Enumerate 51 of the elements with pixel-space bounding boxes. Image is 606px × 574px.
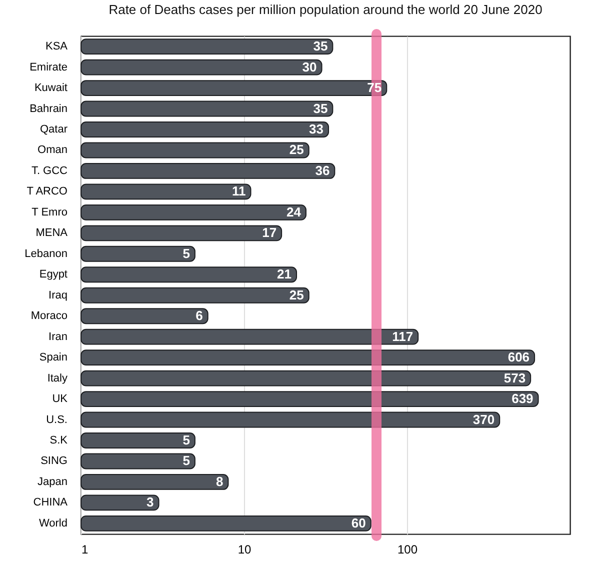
- data-label: 5: [182, 432, 190, 448]
- y-tick-label: KSA: [45, 40, 68, 53]
- data-label: 117: [392, 328, 414, 344]
- x-tick-label: 10: [238, 542, 252, 556]
- data-label: 5: [182, 246, 190, 261]
- y-tick-label: Bahrain: [30, 102, 68, 115]
- data-label: 35: [313, 100, 328, 116]
- y-tick-label: Kuwait: [34, 82, 68, 94]
- y-tick-label: Emirate: [30, 61, 68, 74]
- data-label: 33: [309, 122, 324, 137]
- chart-title: Rate of Deaths cases per million population around the world 20 June 2020: [108, 2, 542, 17]
- y-tick-label: T. GCC: [31, 164, 68, 177]
- x-tick-label: 1: [82, 542, 88, 556]
- y-tick-label: Iran: [48, 330, 68, 343]
- data-label: 25: [289, 287, 304, 302]
- data-label: 24: [286, 204, 302, 220]
- y-tick-label: UK: [52, 393, 68, 406]
- x-tick-label: 100: [397, 542, 418, 556]
- y-tick-label: U.S.: [46, 414, 68, 426]
- y-tick-label: Oman: [38, 144, 68, 156]
- y-tick-label: Lebanon: [24, 248, 68, 260]
- y-tick-label: S.K: [50, 434, 68, 446]
- data-label: 6: [196, 308, 203, 324]
- y-tick-label: T ARCO: [26, 186, 68, 198]
- y-tick-label: CHINA: [33, 496, 68, 509]
- data-label: 5: [182, 453, 190, 468]
- data-label: 30: [302, 59, 317, 74]
- data-label: 370: [472, 412, 495, 427]
- data-label: 11: [232, 184, 246, 199]
- data-label: 17: [262, 225, 277, 240]
- data-label: 8: [216, 474, 224, 489]
- data-label: 573: [504, 370, 526, 386]
- data-label: 35: [313, 38, 328, 54]
- y-tick-label: SING: [40, 455, 68, 468]
- y-tick-label: Spain: [39, 352, 68, 364]
- data-label: 606: [508, 350, 530, 365]
- y-tick-label: T Emro: [32, 206, 68, 218]
- y-tick-label: Qatar: [40, 124, 68, 136]
- data-label: 36: [315, 162, 330, 178]
- y-tick-label: Italy: [47, 372, 68, 384]
- data-label: 60: [351, 515, 366, 530]
- y-tick-label: Egypt: [39, 268, 68, 281]
- y-tick-label: MENA: [36, 227, 68, 240]
- y-tick-label: Iraq: [48, 289, 68, 302]
- data-label: 25: [289, 142, 304, 158]
- data-label: 21: [277, 266, 292, 282]
- y-tick-label: Japan: [38, 476, 68, 488]
- y-tick-label: World: [38, 517, 68, 530]
- data-label: 3: [146, 494, 154, 510]
- y-tick-label: Moraco: [30, 310, 68, 322]
- data-label: 639: [512, 391, 534, 406]
